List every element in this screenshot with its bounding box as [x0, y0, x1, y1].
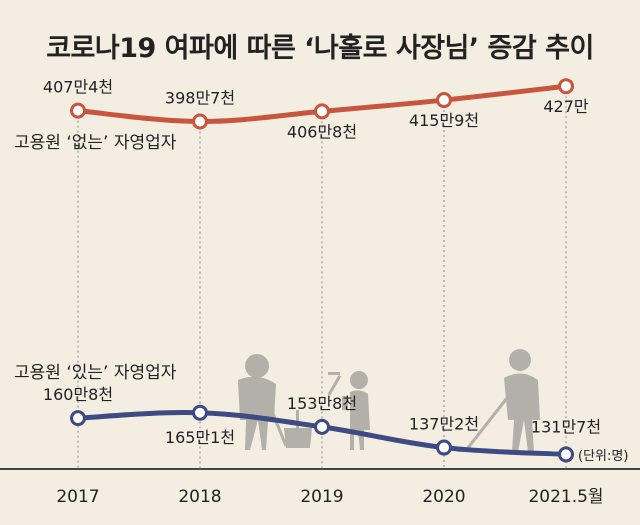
data-label: 415만9천 — [409, 111, 479, 130]
data-point — [558, 78, 574, 95]
data-point — [70, 102, 86, 119]
data-point — [192, 404, 208, 421]
data-point — [314, 418, 330, 435]
series-label-without-employees: 고용원 ‘없는’ 자영업자 — [14, 133, 177, 153]
data-label: 407만4천 — [43, 78, 113, 97]
series-label-with-employees: 고용원 ‘있는’ 자영업자 — [14, 363, 177, 383]
data-label: 398만7천 — [165, 88, 235, 107]
data-label: 153만8천 — [287, 394, 357, 413]
data-label: 427만 — [543, 97, 589, 116]
x-tick-label: 2021.5월 — [528, 487, 603, 507]
worker-silhouettes-illustration — [238, 349, 540, 453]
data-label: 160만8천 — [43, 385, 113, 404]
unit-note: (단위:명) — [578, 449, 628, 464]
x-tick-label: 2019 — [300, 487, 343, 507]
x-tick-label: 2017 — [56, 487, 99, 507]
data-point — [558, 446, 574, 463]
page-title: 코로나19 여파에 따른 ‘나홀로 사장님’ 증감 추이 — [46, 33, 594, 64]
x-tick-label: 2018 — [178, 487, 221, 507]
x-tick-label: 2020 — [422, 487, 465, 507]
data-point — [192, 113, 208, 130]
data-label: 165만1천 — [165, 428, 235, 447]
data-label: 137만2천 — [409, 415, 479, 434]
data-point — [436, 92, 452, 109]
data-point — [70, 410, 86, 427]
data-point — [436, 439, 452, 456]
data-label: 406만8천 — [287, 122, 357, 141]
data-point — [314, 103, 330, 120]
data-label: 131만7천 — [531, 417, 601, 436]
